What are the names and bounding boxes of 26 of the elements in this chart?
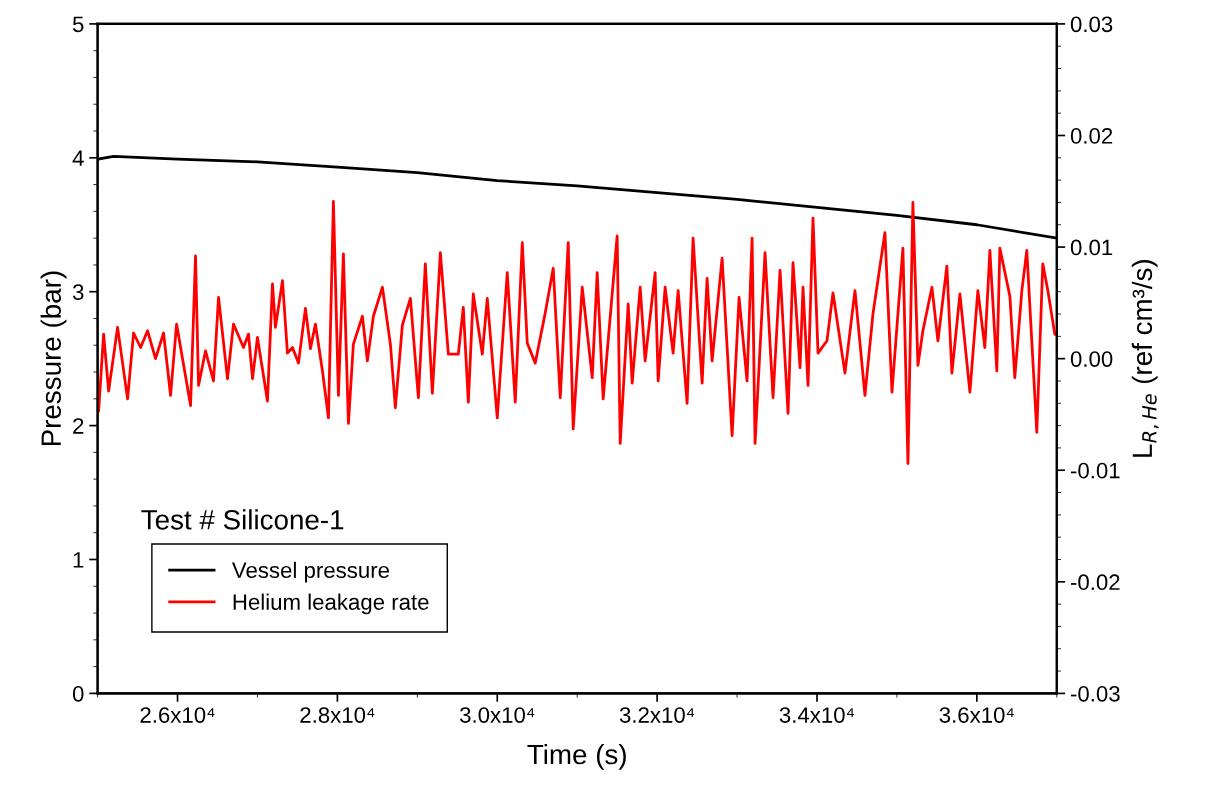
x-tick-label: 2.6x10⁴ [140, 707, 215, 723]
y2-tick-label: -0.03 [1070, 685, 1120, 702]
y-tick-label: 4 [72, 150, 84, 166]
x-tick-label: 3.2x10⁴ [619, 707, 695, 723]
y2-tick-label: 0.03 [1070, 16, 1113, 33]
legend-label: Vessel pressure [231, 561, 389, 583]
y2-tick-label: 0.00 [1070, 351, 1113, 367]
y2-tick-label: 0.01 [1070, 239, 1113, 256]
x-tick-label: 3.4x10⁴ [779, 707, 855, 723]
y2-tick-label: -0.01 [1070, 462, 1120, 479]
legend-label: Helium leakage rate [233, 593, 429, 615]
annotation: Test # Silicone-1 [141, 509, 344, 530]
y-tick-label: 0 [72, 685, 84, 702]
y2-axis-title: L$_{R,He}$ (ref cm³/s) [1131, 260, 1159, 457]
y-tick-label: 1 [73, 552, 84, 568]
y-tick-label: 2 [73, 418, 84, 434]
y-tick-label: 3 [72, 284, 84, 300]
y2-tick-label: 0.02 [1070, 128, 1113, 144]
x-tick-label: 3.6x10⁴ [939, 707, 1014, 723]
y2-tick-label: -0.02 [1070, 574, 1120, 591]
x-axis-title: Time (s) [527, 743, 626, 770]
y-axis-title: Pressure (bar) [40, 271, 67, 446]
line-series [97, 199, 1057, 465]
y-tick-label: 5 [72, 16, 84, 33]
x-tick-label: 3.0x10⁴ [459, 707, 535, 723]
x-tick-label: 2.8x10⁴ [300, 707, 375, 723]
